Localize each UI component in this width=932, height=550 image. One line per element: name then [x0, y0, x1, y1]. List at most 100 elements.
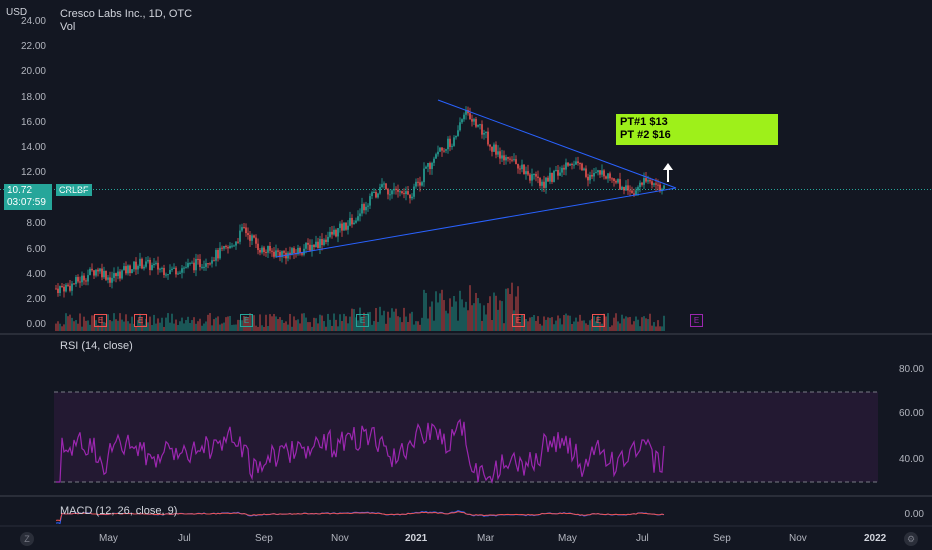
candle-body: [257, 243, 259, 250]
candle-body: [475, 119, 477, 127]
volume-bar: [205, 321, 207, 331]
earnings-marker[interactable]: E: [356, 314, 369, 327]
volume-bar: [573, 321, 575, 331]
volume-bar: [369, 311, 371, 331]
volume-bar: [371, 324, 373, 331]
candle-body: [597, 170, 599, 173]
volume-bar: [415, 321, 417, 331]
candle-body: [189, 262, 191, 264]
volume-bar: [659, 326, 661, 331]
price-tick: 24.00: [20, 16, 46, 27]
volume-bar: [493, 292, 495, 331]
candle-body: [59, 286, 61, 293]
candle-body: [195, 258, 197, 271]
candle-body: [269, 246, 271, 251]
volume-bar: [537, 316, 539, 331]
symbol-tag: CRLBF: [56, 184, 92, 196]
candle-body: [199, 259, 201, 267]
volume-bar: [407, 322, 409, 331]
volume-bar: [307, 322, 309, 331]
volume-bar: [317, 323, 319, 331]
volume-bar: [661, 326, 663, 331]
volume-bar: [319, 314, 321, 331]
volume-bar: [607, 313, 609, 331]
price-tick: 18.00: [20, 92, 46, 103]
volume-bar: [177, 324, 179, 331]
volume-bar: [69, 314, 71, 331]
candle-body: [329, 231, 331, 237]
candle-body: [193, 262, 195, 271]
volume-bar: [125, 314, 127, 331]
candle-body: [435, 154, 437, 159]
volume-bar: [409, 313, 411, 331]
candle-body: [485, 131, 487, 134]
candle-body: [539, 177, 541, 186]
volume-bar: [153, 314, 155, 331]
earnings-marker[interactable]: E: [592, 314, 605, 327]
earnings-marker[interactable]: E: [134, 314, 147, 327]
volume-bar: [277, 319, 279, 331]
volume-bar: [79, 313, 81, 331]
volume-bar: [633, 321, 635, 331]
zoom-reset-button[interactable]: Z: [20, 532, 34, 546]
volume-bar: [475, 292, 477, 331]
candle-body: [521, 164, 523, 170]
rsi-label[interactable]: RSI (14, close): [60, 340, 133, 352]
volume-bar: [65, 313, 67, 331]
candle-body: [319, 239, 321, 248]
candle-body: [455, 135, 457, 138]
candle-body: [649, 180, 651, 182]
earnings-marker[interactable]: E: [690, 314, 703, 327]
volume-bar: [99, 325, 101, 331]
volume-bar: [285, 321, 287, 331]
volume-bar: [111, 321, 113, 331]
time-tick: 2021: [405, 533, 428, 544]
candle-body: [341, 223, 343, 231]
volume-label[interactable]: Vol: [60, 21, 76, 33]
candle-body: [549, 172, 551, 182]
macd-label[interactable]: MACD (12, 26, close, 9): [60, 505, 178, 517]
volume-bar: [295, 320, 297, 331]
candle-body: [227, 247, 229, 249]
candle-body: [155, 262, 157, 264]
candle-body: [619, 179, 621, 190]
price-tick: 12.00: [20, 167, 46, 178]
candle-body: [501, 155, 503, 159]
candle-body: [507, 157, 509, 159]
candle-body: [321, 239, 323, 245]
volume-bar: [443, 300, 445, 331]
candle-body: [545, 177, 547, 188]
volume-bar: [287, 324, 289, 331]
candle-body: [253, 235, 255, 238]
volume-bar: [341, 321, 343, 331]
settings-gear-icon[interactable]: ⚙: [904, 532, 918, 546]
volume-bar: [71, 317, 73, 331]
volume-bar: [85, 320, 87, 331]
volume-bar: [441, 289, 443, 331]
volume-bar: [465, 301, 467, 331]
candle-body: [197, 258, 199, 260]
volume-bar: [209, 313, 211, 331]
candle-body: [293, 248, 295, 254]
earnings-marker[interactable]: E: [94, 314, 107, 327]
candle-body: [423, 168, 425, 183]
volume-bar: [347, 323, 349, 331]
candle-body: [145, 261, 147, 267]
earnings-marker[interactable]: E: [512, 314, 525, 327]
candle-body: [571, 163, 573, 165]
rsi-tick: 80.00: [898, 364, 924, 375]
candle-body: [621, 186, 623, 190]
candle-body: [601, 170, 603, 175]
earnings-marker[interactable]: E: [240, 314, 253, 327]
candle-body: [223, 245, 225, 249]
price-target-box[interactable]: PT#1 $13 PT #2 $16: [616, 114, 778, 145]
volume-bar: [275, 316, 277, 331]
volume-bar: [455, 301, 457, 331]
candle-body: [225, 245, 227, 248]
volume-bar: [233, 324, 235, 331]
chart-title[interactable]: Cresco Labs Inc., 1D, OTC: [60, 8, 193, 20]
candle-body: [179, 272, 181, 274]
candle-body: [107, 277, 109, 280]
candle-body: [433, 158, 435, 163]
